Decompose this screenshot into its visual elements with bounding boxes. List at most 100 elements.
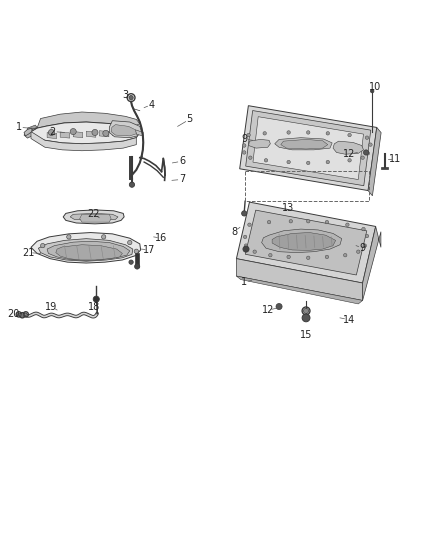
Text: 17: 17 bbox=[143, 245, 155, 255]
Polygon shape bbox=[135, 130, 143, 136]
Circle shape bbox=[371, 90, 374, 93]
Polygon shape bbox=[253, 117, 364, 180]
Circle shape bbox=[243, 151, 246, 154]
Circle shape bbox=[129, 260, 133, 264]
Polygon shape bbox=[56, 245, 122, 260]
Text: 1: 1 bbox=[16, 122, 22, 132]
Polygon shape bbox=[80, 214, 111, 222]
Text: 9: 9 bbox=[360, 243, 366, 253]
Text: 11: 11 bbox=[389, 154, 401, 164]
Circle shape bbox=[325, 255, 328, 259]
Circle shape bbox=[361, 156, 364, 159]
Text: 21: 21 bbox=[22, 247, 35, 257]
Polygon shape bbox=[237, 276, 363, 304]
Polygon shape bbox=[31, 232, 141, 263]
Circle shape bbox=[307, 256, 310, 260]
Text: 12: 12 bbox=[261, 305, 274, 315]
Circle shape bbox=[134, 264, 140, 269]
Circle shape bbox=[21, 314, 24, 317]
Text: 9: 9 bbox=[241, 134, 247, 144]
Circle shape bbox=[287, 255, 290, 259]
Polygon shape bbox=[31, 122, 140, 144]
Circle shape bbox=[264, 158, 268, 162]
Text: 1: 1 bbox=[241, 277, 247, 287]
Circle shape bbox=[102, 235, 106, 239]
Polygon shape bbox=[113, 130, 122, 136]
Text: 10: 10 bbox=[369, 82, 381, 92]
Polygon shape bbox=[272, 232, 336, 251]
Circle shape bbox=[302, 314, 310, 322]
Polygon shape bbox=[24, 128, 37, 138]
Circle shape bbox=[243, 246, 249, 252]
Circle shape bbox=[248, 223, 251, 227]
Polygon shape bbox=[24, 128, 32, 136]
Text: 19: 19 bbox=[45, 302, 57, 312]
Text: 22: 22 bbox=[88, 209, 100, 219]
Circle shape bbox=[307, 131, 310, 134]
Circle shape bbox=[307, 220, 310, 223]
Circle shape bbox=[127, 240, 132, 245]
Circle shape bbox=[289, 220, 293, 223]
Circle shape bbox=[268, 254, 272, 257]
Circle shape bbox=[249, 156, 252, 159]
Circle shape bbox=[326, 160, 329, 164]
Circle shape bbox=[343, 254, 347, 257]
Text: 15: 15 bbox=[300, 330, 312, 340]
Text: 12: 12 bbox=[343, 149, 356, 159]
Polygon shape bbox=[27, 125, 37, 133]
Circle shape bbox=[363, 244, 367, 247]
Circle shape bbox=[18, 313, 20, 316]
Circle shape bbox=[41, 244, 45, 248]
Polygon shape bbox=[47, 241, 130, 261]
Circle shape bbox=[287, 160, 290, 164]
Polygon shape bbox=[135, 254, 139, 266]
Circle shape bbox=[243, 144, 246, 147]
Circle shape bbox=[103, 130, 109, 136]
Circle shape bbox=[247, 133, 251, 137]
Circle shape bbox=[326, 132, 329, 135]
Text: 8: 8 bbox=[231, 227, 237, 237]
Polygon shape bbox=[249, 140, 270, 148]
Circle shape bbox=[129, 182, 134, 187]
Circle shape bbox=[67, 235, 71, 239]
Circle shape bbox=[307, 161, 310, 165]
Polygon shape bbox=[261, 229, 342, 253]
Circle shape bbox=[267, 220, 271, 224]
Polygon shape bbox=[237, 202, 376, 283]
Circle shape bbox=[276, 303, 282, 310]
Polygon shape bbox=[237, 259, 363, 301]
Text: 7: 7 bbox=[179, 174, 185, 184]
Text: 13: 13 bbox=[282, 203, 294, 213]
Polygon shape bbox=[275, 138, 332, 150]
Polygon shape bbox=[381, 167, 388, 169]
Polygon shape bbox=[281, 140, 328, 149]
Polygon shape bbox=[47, 133, 57, 139]
Polygon shape bbox=[37, 112, 140, 128]
Polygon shape bbox=[110, 120, 141, 138]
Circle shape bbox=[304, 308, 309, 313]
Circle shape bbox=[346, 223, 349, 227]
Circle shape bbox=[365, 235, 369, 238]
Text: 6: 6 bbox=[179, 156, 185, 166]
Polygon shape bbox=[70, 213, 118, 220]
Circle shape bbox=[129, 95, 133, 100]
Text: 4: 4 bbox=[148, 100, 155, 110]
Circle shape bbox=[325, 220, 328, 224]
Circle shape bbox=[287, 131, 290, 134]
Polygon shape bbox=[240, 106, 377, 191]
Text: 5: 5 bbox=[186, 115, 193, 124]
Text: 16: 16 bbox=[155, 233, 168, 243]
Polygon shape bbox=[245, 210, 367, 275]
Circle shape bbox=[348, 133, 351, 137]
Polygon shape bbox=[86, 131, 96, 137]
Text: 3: 3 bbox=[123, 91, 129, 100]
Text: 18: 18 bbox=[88, 302, 100, 312]
Circle shape bbox=[25, 313, 27, 316]
Circle shape bbox=[369, 143, 372, 147]
Text: 20: 20 bbox=[7, 309, 20, 319]
Polygon shape bbox=[363, 227, 381, 301]
Polygon shape bbox=[246, 110, 371, 185]
Polygon shape bbox=[63, 210, 124, 224]
Text: 2: 2 bbox=[49, 126, 56, 136]
Polygon shape bbox=[368, 127, 381, 196]
